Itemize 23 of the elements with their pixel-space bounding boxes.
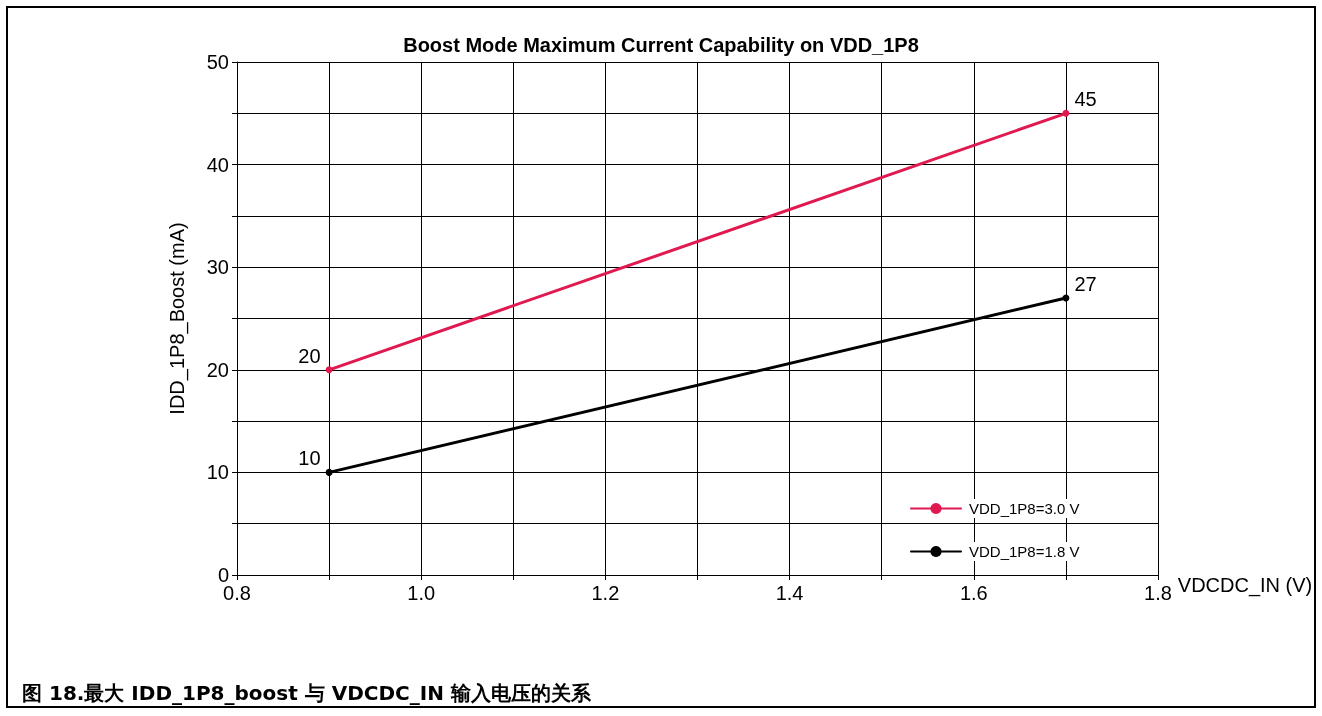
data-label: 20 [298, 344, 321, 367]
legend-label: VDD_1P8=1.8 V [969, 543, 1080, 560]
point [325, 468, 333, 476]
y-tick-label: 20 [206, 358, 229, 381]
y-tick-label: 50 [206, 51, 229, 73]
legend-label: VDD_1P8=3.0 V [969, 500, 1080, 517]
x-tick-label: 1.8 [1144, 582, 1172, 604]
x-tick-label: 1.2 [591, 582, 620, 604]
y-tick-label: 30 [206, 256, 229, 279]
caption: 图 18.最大 IDD_1P8_boost 与 VDCDC_IN 输入电压的关系 [22, 680, 591, 707]
data-label: 10 [298, 447, 321, 470]
y-tick-label: 40 [206, 153, 229, 176]
x-tick-label: 1.4 [775, 582, 804, 604]
x-tick-label: 1.6 [959, 582, 988, 604]
chart-title: Boost Mode Maximum Current Capability on VDD_1P8 [403, 34, 919, 56]
point [1062, 109, 1070, 117]
data-label: 45 [1074, 88, 1097, 111]
y-tick-label: 10 [206, 461, 229, 484]
y-axis-title: IDD_1P8_Boost (mA) [166, 222, 189, 415]
point [325, 366, 333, 374]
x-axis-title: VDCDC_IN (V) [1177, 574, 1313, 597]
x-tick-label: 1.0 [407, 582, 436, 604]
data-label: 27 [1074, 272, 1097, 295]
